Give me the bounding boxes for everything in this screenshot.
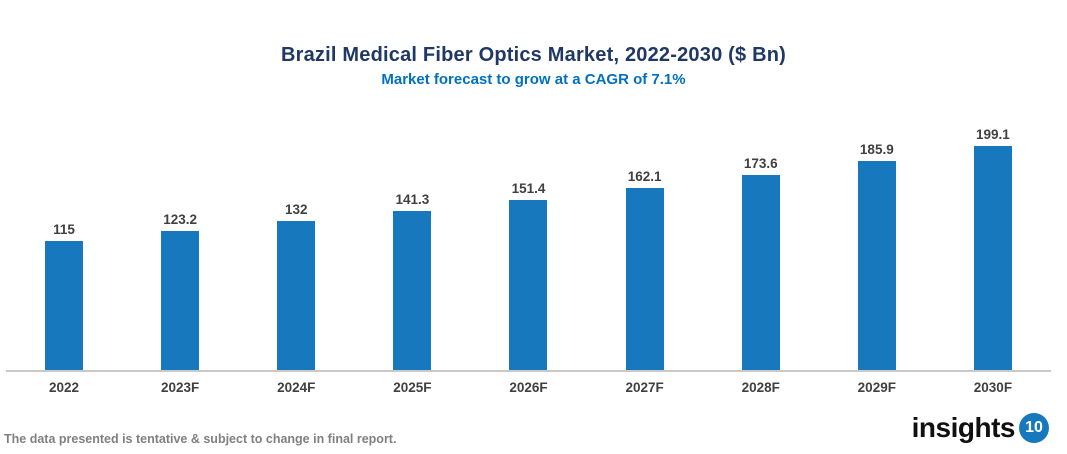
x-axis-label: 2023F: [161, 380, 200, 395]
x-axis-label: 2027F: [625, 380, 664, 395]
bar: [45, 241, 84, 370]
bar-column: 115 2022: [6, 110, 122, 395]
bar-column: 141.3 2025F: [354, 110, 470, 395]
x-axis-label: 2025F: [393, 380, 432, 395]
x-axis-label: 2024F: [277, 380, 316, 395]
bar: [973, 146, 1012, 370]
x-axis-label: 2022: [49, 380, 80, 395]
bar: [277, 221, 316, 370]
bar-column: 132 2024F: [238, 110, 354, 395]
bar: [161, 231, 200, 370]
bar: [741, 175, 780, 370]
bar-column: 151.4 2026F: [470, 110, 586, 395]
bar-value-label: 141.3: [395, 192, 430, 207]
x-axis-label: 2028F: [741, 380, 780, 395]
bar-value-label: 115: [53, 222, 75, 237]
bar: [509, 200, 548, 370]
insights10-logo: insights 10: [912, 412, 1049, 444]
logo-text: insights: [911, 412, 1016, 443]
bar-column: 123.2 2023F: [122, 110, 238, 395]
bar-column: 162.1 2027F: [587, 110, 703, 395]
bar-value-label: 132: [285, 202, 308, 217]
x-axis-label: 2030F: [973, 380, 1013, 395]
chart-title: Brazil Medical Fiber Optics Market, 2022…: [280, 44, 787, 66]
x-axis-label: 2026F: [509, 380, 548, 395]
bar-value-label: 123.2: [163, 212, 198, 227]
bar-value-label: 185.9: [859, 142, 894, 157]
bar-column: 173.6 2028F: [703, 110, 819, 395]
bar: [393, 211, 432, 370]
bar: [625, 188, 664, 370]
bar-value-label: 173.6: [743, 156, 778, 171]
disclaimer-text: The data presented is tentative & subjec…: [4, 432, 397, 446]
bar-value-label: 199.1: [976, 127, 1010, 142]
bar-series: 115 2022 123.2 2023F 132 2024F 141.3 2025F 151.4…: [6, 110, 1051, 395]
bar-column: 199.1 2030F: [935, 110, 1051, 395]
plot-area: 115 2022 123.2 2023F 132 2024F 141.3 2025F 151.4…: [6, 110, 1051, 395]
bar-column: 185.9 2029F: [819, 110, 935, 395]
bar: [857, 161, 896, 370]
bar-value-label: 162.1: [627, 169, 662, 184]
bar-value-label: 151.4: [511, 181, 546, 196]
x-axis-label: 2029F: [857, 380, 896, 395]
logo-badge-circle: 10: [1019, 413, 1049, 443]
chart-subtitle: Market forecast to grow at a CAGR of 7.1…: [381, 71, 686, 88]
